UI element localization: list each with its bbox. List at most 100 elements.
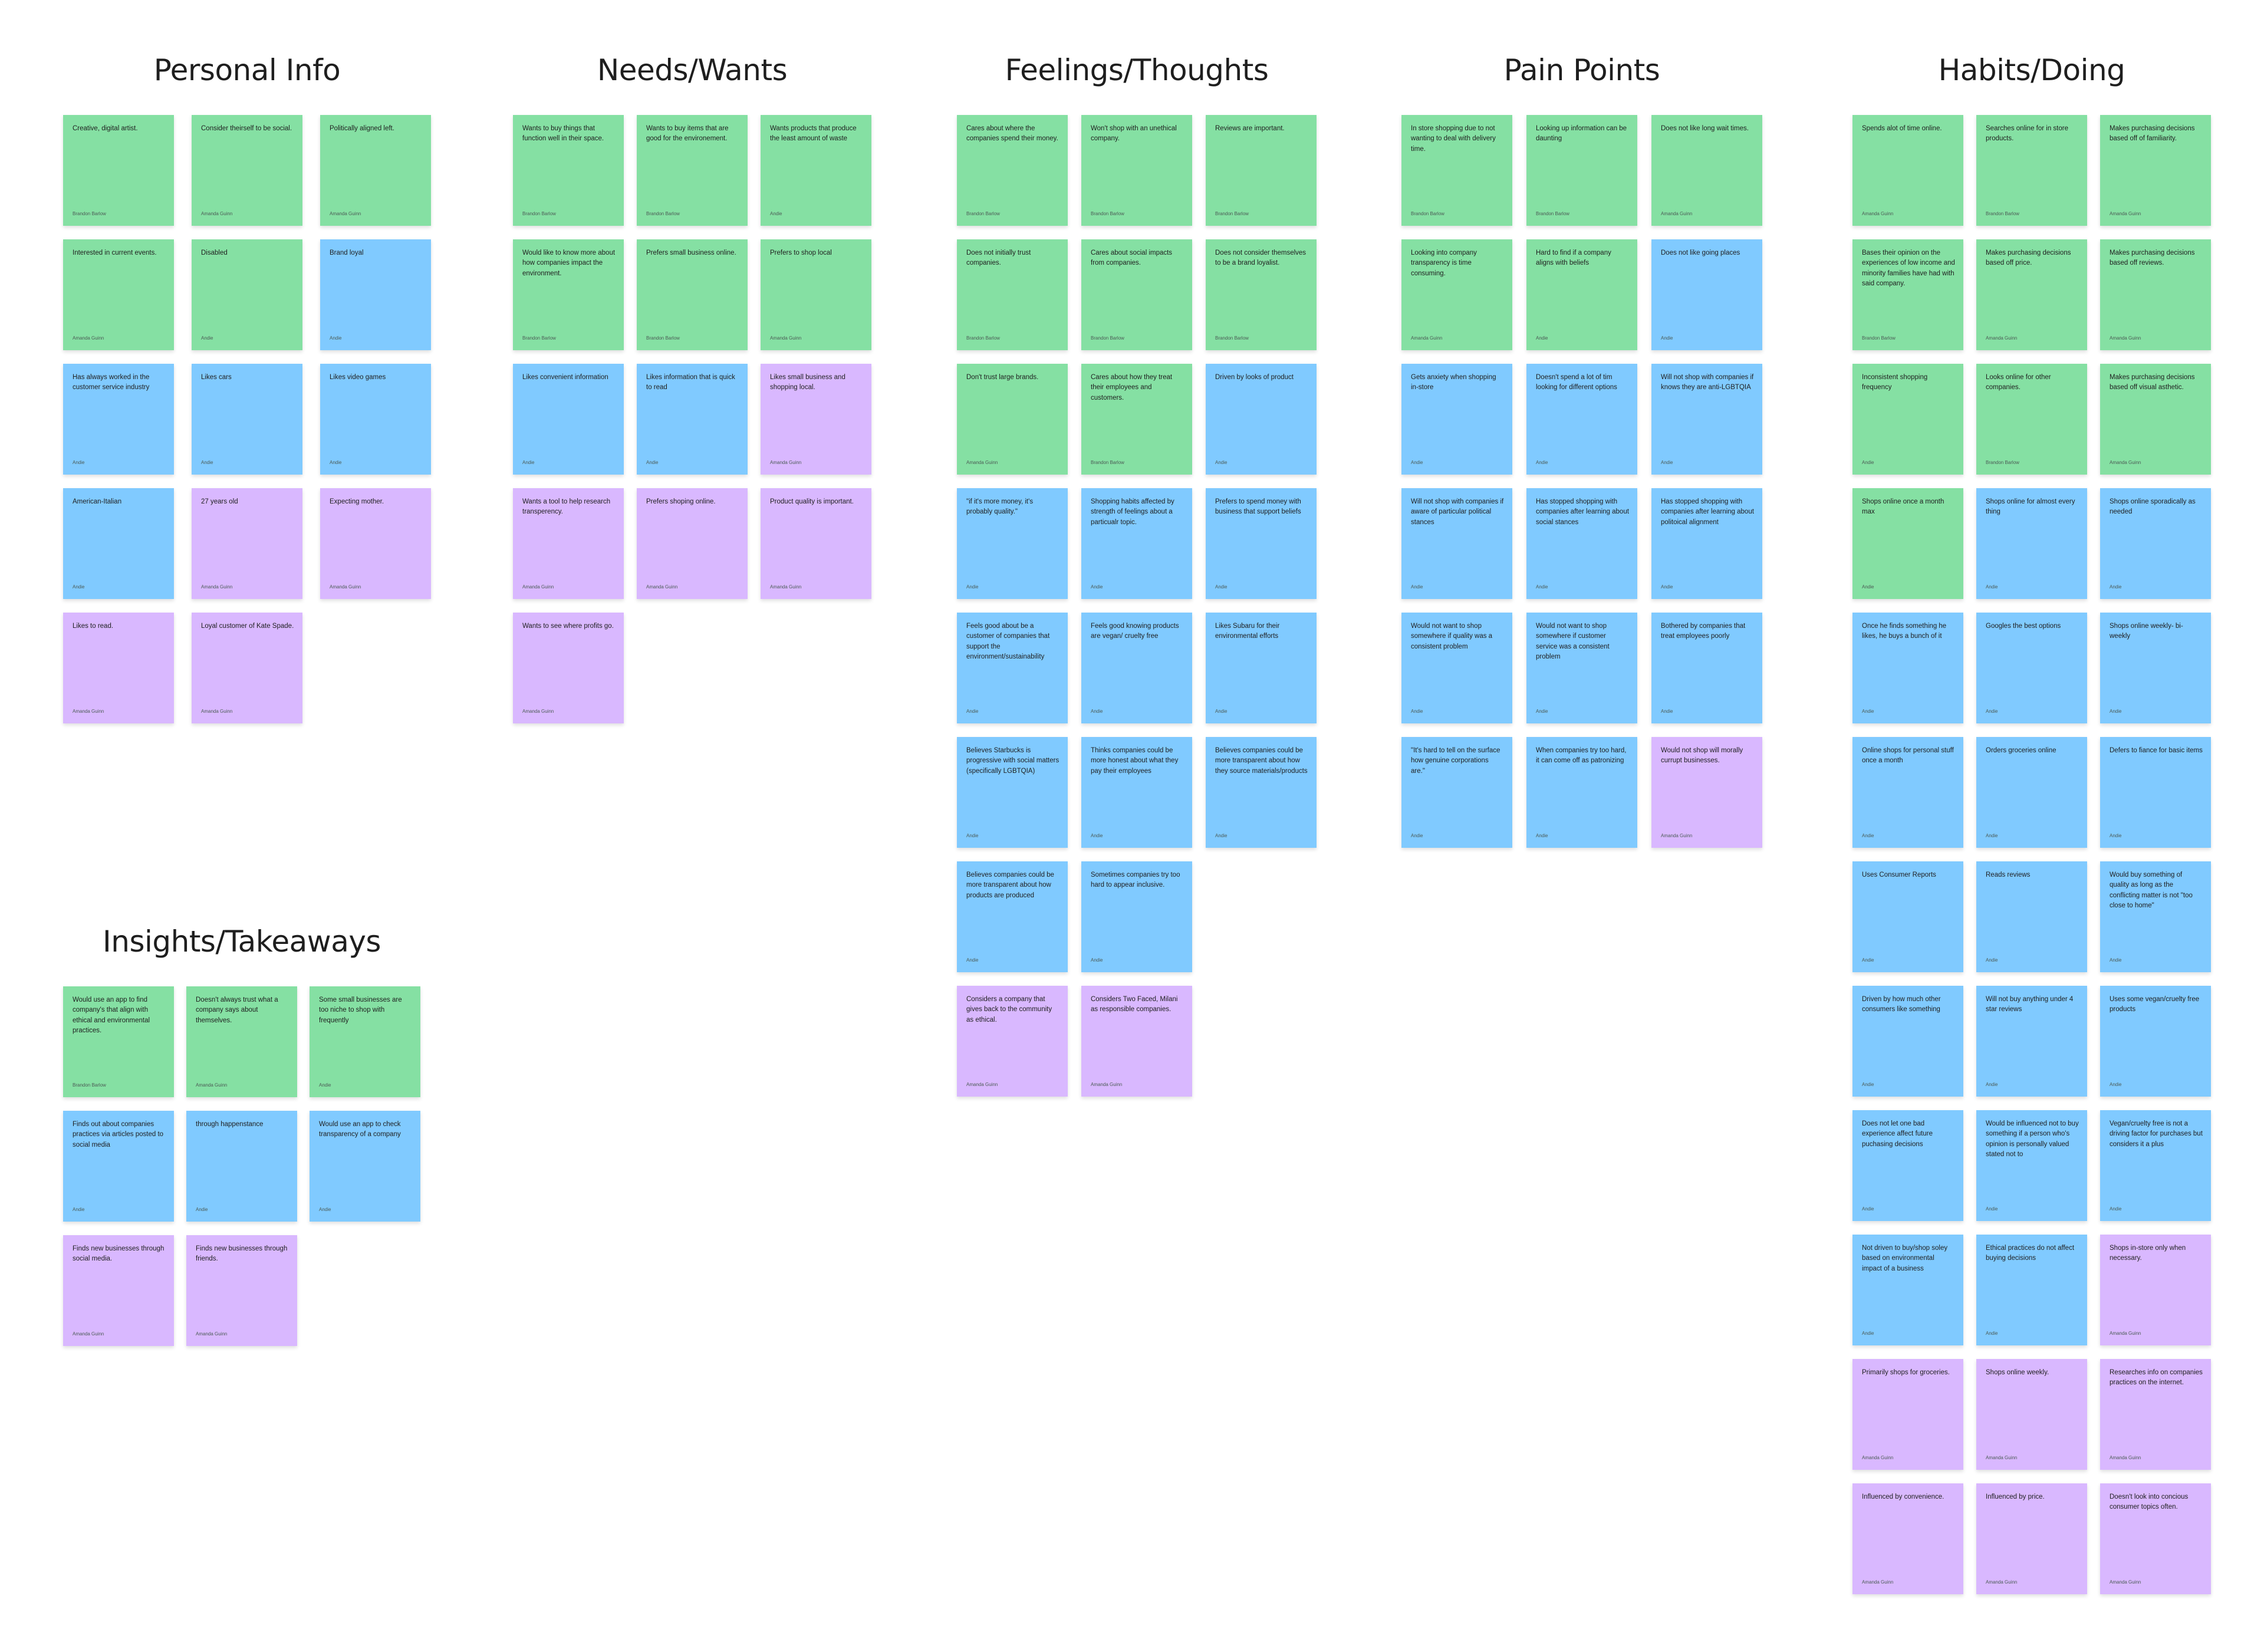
sticky-note[interactable]: Shops in-store only when necessary. Amand… xyxy=(2100,1235,2211,1345)
sticky-note[interactable]: Not driven to buy/shop soley based on en… xyxy=(1852,1235,1963,1345)
sticky-note[interactable]: Wants a tool to help research transperen… xyxy=(513,488,624,599)
sticky-note[interactable]: Believes companies could be more transpa… xyxy=(957,861,1068,972)
sticky-note[interactable]: Primarily shops for groceries. Amanda Gui… xyxy=(1852,1359,1963,1470)
sticky-note[interactable]: Shopping habits affected by strength of … xyxy=(1081,488,1192,599)
sticky-note[interactable]: Looks online for other companies. Brandon… xyxy=(1976,364,2087,475)
sticky-note[interactable]: Spends alot of time online. Amanda Guinn xyxy=(1852,115,1963,226)
sticky-note[interactable]: Will not buy anything under 4 star revie… xyxy=(1976,986,2087,1097)
sticky-note[interactable]: American-Italian Andie xyxy=(63,488,174,599)
sticky-note[interactable]: Likes video games Andie xyxy=(320,364,431,475)
sticky-note[interactable]: Won't shop with an unethical company. Bra… xyxy=(1081,115,1192,226)
sticky-note[interactable]: Wants to see where profits go. Amanda Gui… xyxy=(513,613,624,723)
sticky-note[interactable]: Doesn't spend a lot of tim looking for d… xyxy=(1526,364,1637,475)
sticky-note[interactable]: Feels good knowing products are vegan/ c… xyxy=(1081,613,1192,723)
sticky-note[interactable]: Considers Two Faced, Milani as responsib… xyxy=(1081,986,1192,1097)
sticky-note[interactable]: Don't trust large brands. Amanda Guinn xyxy=(957,364,1068,475)
sticky-note[interactable]: Consider theirself to be social. Amanda G… xyxy=(192,115,302,226)
sticky-note[interactable]: Product quality is important. Amanda Guin… xyxy=(761,488,871,599)
sticky-note[interactable]: Creative, digital artist. Brandon Barlow xyxy=(63,115,174,226)
sticky-note[interactable]: Likes small business and shopping local.… xyxy=(761,364,871,475)
sticky-note[interactable]: Driven by looks of product Andie xyxy=(1206,364,1317,475)
sticky-note[interactable]: Has stopped shopping with companies afte… xyxy=(1526,488,1637,599)
sticky-note[interactable]: Wants to buy items that are good for the… xyxy=(637,115,748,226)
sticky-note[interactable]: Makes purchasing decisions based off rev… xyxy=(2100,239,2211,350)
sticky-note[interactable]: Prefers shoping online. Amanda Guinn xyxy=(637,488,748,599)
sticky-note[interactable]: Shops online sporadically as needed Andie xyxy=(2100,488,2211,599)
sticky-note[interactable]: "if it's more money, it's probably quali… xyxy=(957,488,1068,599)
sticky-note[interactable]: Does not initially trust companies. Brand… xyxy=(957,239,1068,350)
sticky-note[interactable]: Does not like long wait times. Amanda Gui… xyxy=(1651,115,1762,226)
sticky-note[interactable]: Some small businesses are too niche to s… xyxy=(310,986,420,1097)
sticky-note[interactable]: Once he finds something he likes, he buy… xyxy=(1852,613,1963,723)
sticky-note[interactable]: Bases their opinion on the experiences o… xyxy=(1852,239,1963,350)
sticky-note[interactable]: Online shops for personal stuff once a m… xyxy=(1852,737,1963,848)
sticky-note[interactable]: Brand loyal Andie xyxy=(320,239,431,350)
sticky-note[interactable]: Reads reviews Andie xyxy=(1976,861,2087,972)
sticky-note[interactable]: Believes Starbucks is progressive with s… xyxy=(957,737,1068,848)
sticky-note[interactable]: Finds out about companies practices via … xyxy=(63,1111,174,1222)
sticky-note[interactable]: Uses some vegan/cruelty free products And… xyxy=(2100,986,2211,1097)
sticky-note[interactable]: Vegan/cruelty free is not a driving fact… xyxy=(2100,1110,2211,1221)
sticky-note[interactable]: 27 years old Amanda Guinn xyxy=(192,488,302,599)
sticky-note[interactable]: Defers to fiance for basic items Andie xyxy=(2100,737,2211,848)
sticky-note[interactable]: Feels good about be a customer of compan… xyxy=(957,613,1068,723)
sticky-note[interactable]: In store shopping due to not wanting to … xyxy=(1401,115,1512,226)
sticky-note[interactable]: Would use an app to find company's that … xyxy=(63,986,174,1097)
sticky-note[interactable]: Orders groceries online Andie xyxy=(1976,737,2087,848)
sticky-note[interactable]: Prefers small business online. Brandon Ba… xyxy=(637,239,748,350)
sticky-note[interactable]: Reviews are important. Brandon Barlow xyxy=(1206,115,1317,226)
sticky-note[interactable]: Likes cars Andie xyxy=(192,364,302,475)
sticky-note[interactable]: Inconsistent shopping frequency Andie xyxy=(1852,364,1963,475)
sticky-note[interactable]: Will not shop with companies if aware of… xyxy=(1401,488,1512,599)
sticky-note[interactable]: Looking into company transparency is tim… xyxy=(1401,239,1512,350)
sticky-note[interactable]: Expecting mother. Amanda Guinn xyxy=(320,488,431,599)
sticky-note[interactable]: Hard to find if a company aligns with be… xyxy=(1526,239,1637,350)
sticky-note[interactable]: through happenstance Andie xyxy=(186,1111,297,1222)
sticky-note[interactable]: Interested in current events. Amanda Guin… xyxy=(63,239,174,350)
sticky-note[interactable]: Doesn't always trust what a company says… xyxy=(186,986,297,1097)
sticky-note[interactable]: Finds new businesses through friends. Ama… xyxy=(186,1235,297,1346)
sticky-note[interactable]: Influenced by price. Amanda Guinn xyxy=(1976,1483,2087,1594)
sticky-note[interactable]: Does not consider themselves to be a bra… xyxy=(1206,239,1317,350)
sticky-note[interactable]: "It's hard to tell on the surface how ge… xyxy=(1401,737,1512,848)
sticky-note[interactable]: Has always worked in the customer servic… xyxy=(63,364,174,475)
sticky-note[interactable]: Considers a company that gives back to t… xyxy=(957,986,1068,1097)
sticky-note[interactable]: Would be influenced not to buy something… xyxy=(1976,1110,2087,1221)
sticky-note[interactable]: Wants to buy things that function well i… xyxy=(513,115,624,226)
sticky-note[interactable]: Cares about social impacts from companie… xyxy=(1081,239,1192,350)
sticky-note[interactable]: Likes Subaru for their environmental eff… xyxy=(1206,613,1317,723)
sticky-note[interactable]: Bothered by companies that treat employe… xyxy=(1651,613,1762,723)
sticky-note[interactable]: Likes information that is quick to read A… xyxy=(637,364,748,475)
sticky-note[interactable]: Ethical practices do not affect buying d… xyxy=(1976,1235,2087,1345)
sticky-note[interactable]: Researches info on companies practices o… xyxy=(2100,1359,2211,1470)
sticky-note[interactable]: Influenced by convenience. Amanda Guinn xyxy=(1852,1483,1963,1594)
sticky-note[interactable]: Believes companies could be more transpa… xyxy=(1206,737,1317,848)
sticky-note[interactable]: Makes purchasing decisions based off vis… xyxy=(2100,364,2211,475)
sticky-note[interactable]: When companies try too hard, it can come… xyxy=(1526,737,1637,848)
sticky-note[interactable]: Searches online for in store products. Br… xyxy=(1976,115,2087,226)
sticky-note[interactable]: Will not shop with companies if knows th… xyxy=(1651,364,1762,475)
sticky-note[interactable]: Would use an app to check transparency o… xyxy=(310,1111,420,1222)
sticky-note[interactable]: Looking up information can be daunting Br… xyxy=(1526,115,1637,226)
sticky-note[interactable]: Likes convenient information Andie xyxy=(513,364,624,475)
sticky-note[interactable]: Has stopped shopping with companies afte… xyxy=(1651,488,1762,599)
sticky-note[interactable]: Driven by how much other consumers like … xyxy=(1852,986,1963,1097)
sticky-note[interactable]: Would not shop will morally currupt busi… xyxy=(1651,737,1762,848)
sticky-note[interactable]: Prefers to shop local Amanda Guinn xyxy=(761,239,871,350)
sticky-note[interactable]: Gets anxiety when shopping in-store Andie xyxy=(1401,364,1512,475)
sticky-note[interactable]: Prefers to spend money with business tha… xyxy=(1206,488,1317,599)
sticky-note[interactable]: Does not let one bad experience affect f… xyxy=(1852,1110,1963,1221)
sticky-note[interactable]: Wants products that produce the least am… xyxy=(761,115,871,226)
sticky-note[interactable]: Shops online for almost every thing Andie xyxy=(1976,488,2087,599)
sticky-note[interactable]: Likes to read. Amanda Guinn xyxy=(63,613,174,723)
sticky-note[interactable]: Googles the best options Andie xyxy=(1976,613,2087,723)
sticky-note[interactable]: Makes purchasing decisions based off pri… xyxy=(1976,239,2087,350)
sticky-note[interactable]: Sometimes companies try too hard to appe… xyxy=(1081,861,1192,972)
sticky-note[interactable]: Would like to know more about how compan… xyxy=(513,239,624,350)
sticky-note[interactable]: Makes purchasing decisions based off of … xyxy=(2100,115,2211,226)
sticky-note[interactable]: Would buy something of quality as long a… xyxy=(2100,861,2211,972)
sticky-note[interactable]: Loyal customer of Kate Spade. Amanda Guin… xyxy=(192,613,302,723)
sticky-note[interactable]: Cares about where the companies spend th… xyxy=(957,115,1068,226)
sticky-note[interactable]: Would not want to shop somewhere if cust… xyxy=(1526,613,1637,723)
sticky-note[interactable]: Does not like going places Andie xyxy=(1651,239,1762,350)
